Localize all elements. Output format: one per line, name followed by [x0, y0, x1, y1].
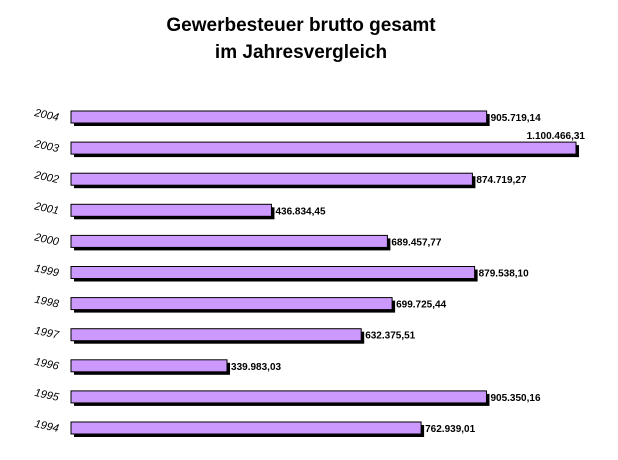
category-label: 2003	[32, 138, 60, 155]
bar	[70, 141, 577, 155]
bar	[70, 234, 388, 248]
value-label: 905.350,16	[490, 393, 540, 404]
category-label: 2001	[32, 200, 59, 217]
value-label: 1.100.466,31	[527, 131, 586, 142]
bar	[70, 203, 272, 217]
bar	[70, 110, 488, 124]
value-label: 699.725,44	[396, 300, 446, 311]
value-label: 632.375,51	[365, 331, 415, 342]
value-label: 874.719,27	[476, 175, 526, 186]
value-label: 436.834,45	[275, 206, 325, 217]
category-label: 1996	[33, 356, 60, 373]
bar	[70, 266, 476, 279]
bar	[70, 359, 228, 373]
value-label: 339.983,03	[231, 362, 281, 373]
category-label: 2000	[32, 231, 60, 248]
category-label: 1995	[33, 387, 60, 404]
chart-title-line-1: Gewerbesteuer brutto gesamt	[166, 15, 436, 36]
category-label: 2004	[32, 107, 59, 124]
category-label: 1998	[33, 294, 60, 311]
chart-title-line-2: im Jahresvergleich	[214, 42, 388, 63]
bar	[70, 172, 473, 186]
category-label: 1999	[33, 263, 59, 280]
value-label: 879.538,10	[479, 269, 529, 280]
bar	[70, 297, 393, 311]
bar	[70, 390, 487, 404]
value-label: 905.719,14	[491, 113, 541, 124]
category-label: 2002	[32, 169, 59, 186]
category-label: 1994	[33, 418, 59, 435]
value-label: 762.939,01	[425, 424, 475, 435]
bar	[70, 421, 422, 435]
value-label: 689.457,77	[391, 237, 441, 248]
category-label: 1997	[33, 325, 60, 342]
bar	[70, 328, 362, 342]
